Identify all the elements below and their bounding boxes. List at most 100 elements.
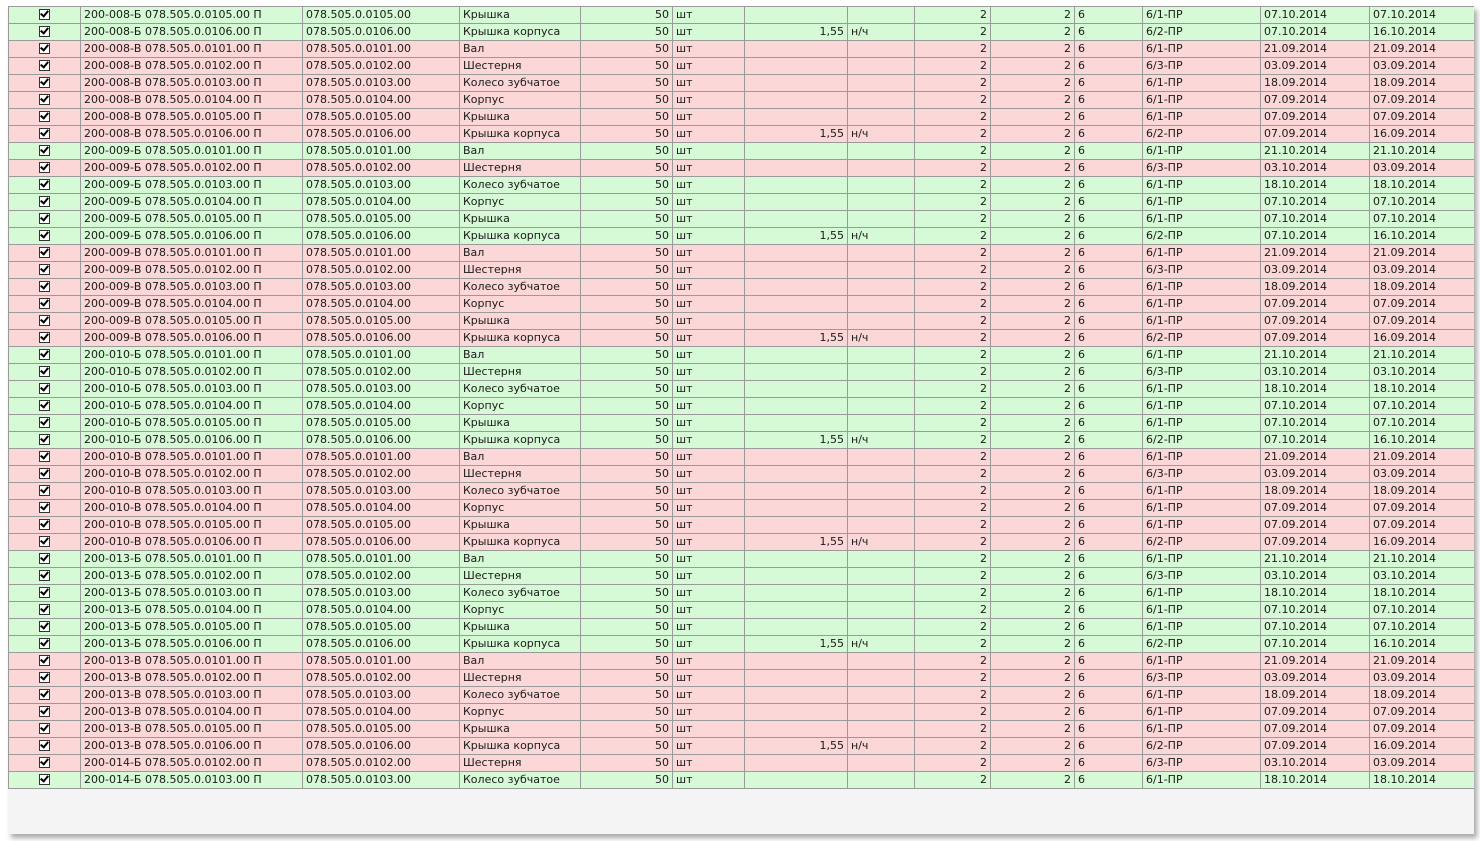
norm-unit-cell[interactable]: [847, 550, 915, 568]
route-cell[interactable]: 6/3-ПР: [1142, 669, 1261, 687]
norm-cell[interactable]: [744, 295, 848, 313]
code-cell[interactable]: 078.505.0.0106.00: [302, 737, 460, 755]
norm-cell[interactable]: [744, 261, 848, 279]
select-cell[interactable]: [8, 448, 81, 466]
norm-cell[interactable]: 1,55: [744, 431, 848, 449]
value-b-cell[interactable]: 2: [990, 278, 1075, 296]
name-cell[interactable]: Колесо зубчатое: [459, 482, 581, 500]
designation-cell[interactable]: 200-008-Б 078.505.0.0105.00 П: [80, 6, 303, 24]
start-date-cell[interactable]: 18.10.2014: [1260, 176, 1370, 194]
norm-cell[interactable]: [744, 550, 848, 568]
name-cell[interactable]: Крышка: [459, 720, 581, 738]
norm-unit-cell[interactable]: [847, 652, 915, 670]
designation-cell[interactable]: 200-010-Б 078.505.0.0102.00 П: [80, 363, 303, 381]
norm-unit-cell[interactable]: н/ч: [847, 227, 915, 245]
designation-cell[interactable]: 200-010-Б 078.505.0.0103.00 П: [80, 380, 303, 398]
row-checkbox[interactable]: [39, 637, 50, 649]
table-row[interactable]: 200-013-В 078.505.0.0106.00 П 078.505.0.0…: [8, 737, 1474, 755]
select-cell[interactable]: [8, 397, 81, 415]
route-cell[interactable]: 6/1-ПР: [1142, 193, 1261, 211]
select-cell[interactable]: [8, 465, 81, 483]
value-a-cell[interactable]: 2: [914, 584, 991, 602]
quantity-cell[interactable]: 50: [580, 652, 673, 670]
workshop-cell[interactable]: 6: [1074, 686, 1143, 704]
start-date-cell[interactable]: 03.10.2014: [1260, 159, 1370, 177]
value-a-cell[interactable]: 2: [914, 686, 991, 704]
row-checkbox[interactable]: [39, 501, 50, 513]
end-date-cell[interactable]: 18.09.2014: [1369, 74, 1474, 92]
name-cell[interactable]: Корпус: [459, 397, 581, 415]
start-date-cell[interactable]: 03.10.2014: [1260, 567, 1370, 585]
route-cell[interactable]: 6/2-ПР: [1142, 635, 1261, 653]
quantity-cell[interactable]: 50: [580, 584, 673, 602]
select-cell[interactable]: [8, 210, 81, 228]
workshop-cell[interactable]: 6: [1074, 363, 1143, 381]
unit-cell[interactable]: шт: [672, 533, 745, 551]
value-b-cell[interactable]: 2: [990, 244, 1075, 262]
code-cell[interactable]: 078.505.0.0102.00: [302, 159, 460, 177]
designation-cell[interactable]: 200-010-Б 078.505.0.0105.00 П: [80, 414, 303, 432]
norm-cell[interactable]: [744, 380, 848, 398]
quantity-cell[interactable]: 50: [580, 499, 673, 517]
unit-cell[interactable]: шт: [672, 363, 745, 381]
unit-cell[interactable]: шт: [672, 652, 745, 670]
end-date-cell[interactable]: 18.10.2014: [1369, 380, 1474, 398]
value-a-cell[interactable]: 2: [914, 346, 991, 364]
designation-cell[interactable]: 200-008-В 078.505.0.0104.00 П: [80, 91, 303, 109]
start-date-cell[interactable]: 18.09.2014: [1260, 278, 1370, 296]
designation-cell[interactable]: 200-009-В 078.505.0.0105.00 П: [80, 312, 303, 330]
unit-cell[interactable]: шт: [672, 380, 745, 398]
name-cell[interactable]: Вал: [459, 244, 581, 262]
value-a-cell[interactable]: 2: [914, 363, 991, 381]
value-b-cell[interactable]: 2: [990, 261, 1075, 279]
workshop-cell[interactable]: 6: [1074, 176, 1143, 194]
end-date-cell[interactable]: 16.09.2014: [1369, 329, 1474, 347]
code-cell[interactable]: 078.505.0.0104.00: [302, 397, 460, 415]
code-cell[interactable]: 078.505.0.0101.00: [302, 40, 460, 58]
select-cell[interactable]: [8, 227, 81, 245]
route-cell[interactable]: 6/1-ПР: [1142, 550, 1261, 568]
designation-cell[interactable]: 200-009-В 078.505.0.0106.00 П: [80, 329, 303, 347]
designation-cell[interactable]: 200-010-В 078.505.0.0103.00 П: [80, 482, 303, 500]
start-date-cell[interactable]: 07.10.2014: [1260, 601, 1370, 619]
end-date-cell[interactable]: 21.09.2014: [1369, 652, 1474, 670]
table-row[interactable]: 200-013-Б 078.505.0.0106.00 П 078.505.0.0…: [8, 635, 1474, 653]
value-b-cell[interactable]: 2: [990, 499, 1075, 517]
workshop-cell[interactable]: 6: [1074, 652, 1143, 670]
designation-cell[interactable]: 200-009-В 078.505.0.0103.00 П: [80, 278, 303, 296]
route-cell[interactable]: 6/1-ПР: [1142, 618, 1261, 636]
unit-cell[interactable]: шт: [672, 499, 745, 517]
designation-cell[interactable]: 200-013-Б 078.505.0.0106.00 П: [80, 635, 303, 653]
designation-cell[interactable]: 200-010-Б 078.505.0.0106.00 П: [80, 431, 303, 449]
row-checkbox[interactable]: [39, 161, 50, 173]
route-cell[interactable]: 6/1-ПР: [1142, 448, 1261, 466]
quantity-cell[interactable]: 50: [580, 482, 673, 500]
unit-cell[interactable]: шт: [672, 601, 745, 619]
norm-cell[interactable]: [744, 210, 848, 228]
route-cell[interactable]: 6/1-ПР: [1142, 397, 1261, 415]
quantity-cell[interactable]: 50: [580, 125, 673, 143]
quantity-cell[interactable]: 50: [580, 669, 673, 687]
end-date-cell[interactable]: 21.09.2014: [1369, 244, 1474, 262]
route-cell[interactable]: 6/1-ПР: [1142, 91, 1261, 109]
start-date-cell[interactable]: 21.09.2014: [1260, 40, 1370, 58]
unit-cell[interactable]: шт: [672, 193, 745, 211]
table-row[interactable]: 200-013-Б 078.505.0.0104.00 П 078.505.0.0…: [8, 601, 1474, 619]
designation-cell[interactable]: 200-009-Б 078.505.0.0103.00 П: [80, 176, 303, 194]
row-checkbox[interactable]: [39, 42, 50, 54]
quantity-cell[interactable]: 50: [580, 108, 673, 126]
end-date-cell[interactable]: 07.10.2014: [1369, 618, 1474, 636]
start-date-cell[interactable]: 07.09.2014: [1260, 737, 1370, 755]
norm-unit-cell[interactable]: [847, 380, 915, 398]
unit-cell[interactable]: шт: [672, 669, 745, 687]
unit-cell[interactable]: шт: [672, 465, 745, 483]
row-checkbox[interactable]: [39, 416, 50, 428]
end-date-cell[interactable]: 18.10.2014: [1369, 771, 1474, 789]
route-cell[interactable]: 6/1-ПР: [1142, 601, 1261, 619]
norm-unit-cell[interactable]: н/ч: [847, 329, 915, 347]
code-cell[interactable]: 078.505.0.0104.00: [302, 601, 460, 619]
value-a-cell[interactable]: 2: [914, 635, 991, 653]
value-a-cell[interactable]: 2: [914, 278, 991, 296]
unit-cell[interactable]: шт: [672, 312, 745, 330]
code-cell[interactable]: 078.505.0.0106.00: [302, 125, 460, 143]
